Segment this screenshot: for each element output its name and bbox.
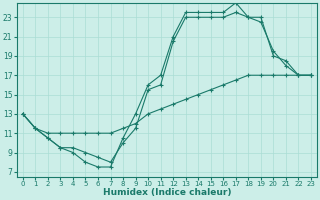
X-axis label: Humidex (Indice chaleur): Humidex (Indice chaleur) [103,188,231,197]
